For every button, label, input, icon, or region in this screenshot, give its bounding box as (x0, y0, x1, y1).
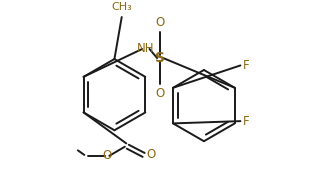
Text: F: F (243, 59, 249, 72)
Text: O: O (156, 16, 165, 29)
Text: F: F (243, 115, 249, 128)
Text: CH₃: CH₃ (111, 2, 132, 12)
Text: O: O (156, 87, 165, 100)
Text: S: S (155, 51, 165, 65)
Text: NH: NH (137, 42, 154, 55)
Text: O: O (102, 149, 112, 162)
Text: O: O (146, 148, 156, 161)
